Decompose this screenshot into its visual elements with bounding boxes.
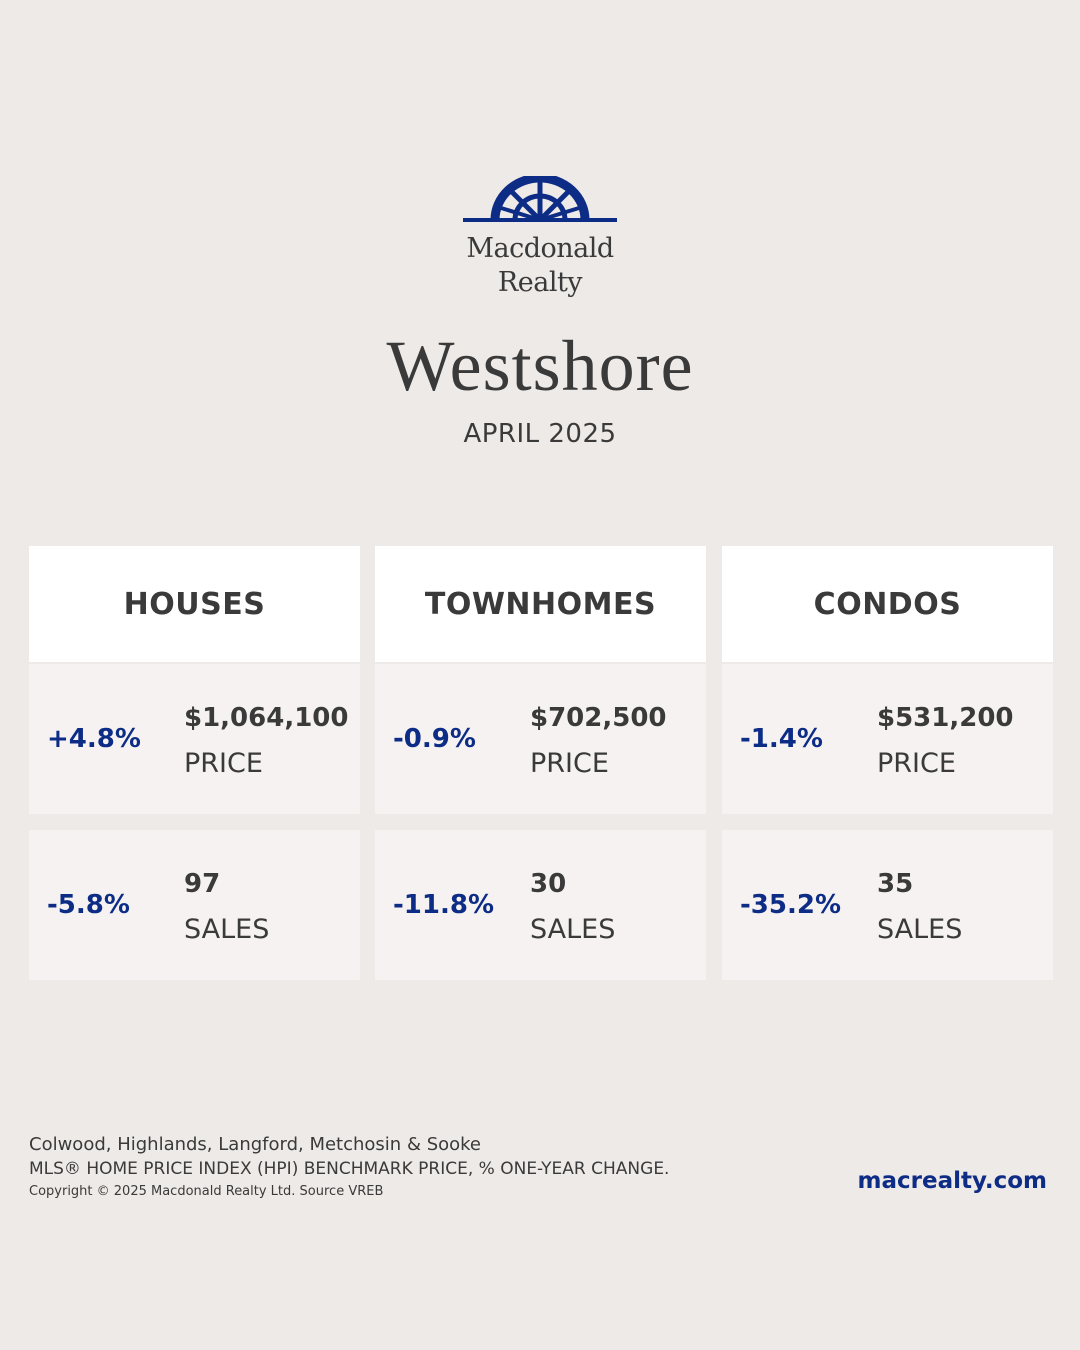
compass-rose-logo-icon (463, 176, 617, 222)
price-card: -1.4% $531,200 PRICE (722, 664, 1053, 814)
report-period: APRIL 2025 (463, 419, 617, 449)
footer-index-note: MLS® HOME PRICE INDEX (HPI) BENCHMARK PR… (29, 1159, 670, 1179)
price-card: -0.9% $702,500 PRICE (375, 664, 706, 814)
website-link[interactable]: macrealty.com (857, 1168, 1047, 1194)
column-header: CONDOS (722, 546, 1053, 662)
sales-value: 35 (877, 869, 914, 899)
column-header: HOUSES (29, 546, 360, 662)
sales-change: -11.8% (393, 890, 494, 920)
sales-label: SALES (530, 914, 616, 945)
page-title: Westshore (386, 326, 694, 406)
sales-value: 30 (530, 869, 567, 899)
price-value: $702,500 (530, 703, 667, 733)
logo-wordmark-line1: Macdonald (466, 233, 614, 264)
price-value: $1,064,100 (184, 703, 349, 733)
sales-label: SALES (184, 914, 270, 945)
footer-copyright: Copyright © 2025 Macdonald Realty Ltd. S… (29, 1184, 384, 1199)
price-label: PRICE (530, 748, 609, 779)
price-change: -0.9% (393, 724, 476, 754)
column-header: TOWNHOMES (375, 546, 706, 662)
price-change: +4.8% (47, 724, 141, 754)
sales-change: -35.2% (740, 890, 841, 920)
townhomes-column: TOWNHOMES -0.9% $702,500 PRICE -11.8% 30… (375, 546, 706, 980)
sales-label: SALES (877, 914, 963, 945)
sales-card: -35.2% 35 SALES (722, 830, 1053, 980)
logo-wordmark-line2: Realty (497, 267, 583, 298)
sales-card: -5.8% 97 SALES (29, 830, 360, 980)
price-label: PRICE (877, 748, 956, 779)
condos-column: CONDOS -1.4% $531,200 PRICE -35.2% 35 SA… (722, 546, 1053, 980)
houses-column: HOUSES +4.8% $1,064,100 PRICE -5.8% 97 S… (29, 546, 360, 980)
price-card: +4.8% $1,064,100 PRICE (29, 664, 360, 814)
sales-change: -5.8% (47, 890, 130, 920)
footer-areas: Colwood, Highlands, Langford, Metchosin … (29, 1134, 482, 1155)
sales-card: -11.8% 30 SALES (375, 830, 706, 980)
price-label: PRICE (184, 748, 263, 779)
price-change: -1.4% (740, 724, 823, 754)
sales-value: 97 (184, 869, 221, 899)
brand-logo: Macdonald Realty (0, 176, 1080, 300)
price-value: $531,200 (877, 703, 1014, 733)
